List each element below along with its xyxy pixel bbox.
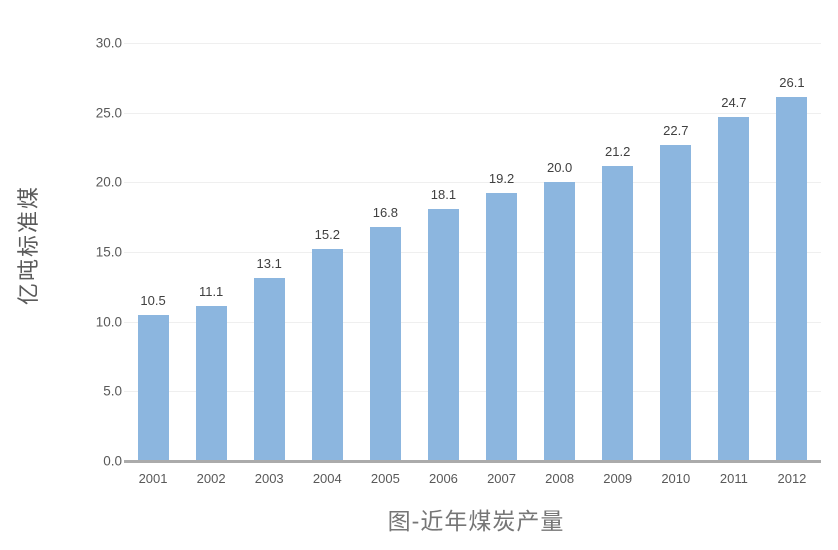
x-tick-label-2007: 2007 [487, 471, 516, 486]
bar-value-label-2007: 19.2 [488, 171, 515, 187]
gridline-5.0 [124, 391, 821, 393]
gridline-10.0 [124, 321, 821, 323]
bar-value-label-2009: 21.2 [605, 143, 631, 159]
bar-2002 [195, 306, 227, 461]
bar-value-label-2011: 24.7 [721, 94, 747, 110]
gridline-25.0 [124, 112, 821, 114]
x-tick-label-2003: 2003 [254, 471, 284, 486]
y-tick-label-5.0: 5.0 [103, 383, 122, 399]
bar-2010 [660, 144, 692, 461]
bar-2006 [427, 208, 459, 461]
x-tick-label-2005: 2005 [370, 471, 400, 486]
bar-value-label-2008: 20.0 [546, 160, 573, 176]
bar-2005 [369, 226, 401, 461]
bar-value-label-2006: 18.1 [430, 186, 457, 202]
x-tick-label-2001: 2001 [138, 471, 168, 486]
y-tick-label-20.0: 20.0 [95, 174, 122, 190]
bar-value-label-2005: 16.8 [372, 204, 399, 220]
bar-value-label-2012: 26.1 [779, 75, 805, 91]
bar-2011 [718, 116, 750, 461]
bar-value-label-2001: 10.5 [140, 292, 166, 308]
gridline-15.0 [124, 252, 821, 253]
bar-value-label-2010: 22.7 [663, 122, 689, 138]
x-tick-label-2010: 2010 [661, 471, 691, 486]
x-tick-label-2002: 2002 [196, 471, 226, 486]
bar-2004 [311, 249, 343, 461]
y-tick-label-25.0: 25.0 [95, 105, 122, 121]
y-tick-label-0.0: 0.0 [103, 453, 122, 469]
bar-2008 [544, 182, 576, 461]
y-tick-label-15.0: 15.0 [95, 244, 122, 260]
bar-2012 [776, 97, 808, 461]
x-axis-line [124, 460, 821, 463]
bar-2001 [137, 314, 169, 461]
x-tick-label-2011: 2011 [719, 471, 748, 486]
bar-value-label-2004: 15.2 [314, 227, 340, 243]
chart-title: 图-近年煤炭产量 [387, 508, 565, 534]
y-axis-title: 亿吨标准煤 [16, 184, 41, 306]
gridline-20.0 [124, 182, 821, 184]
bar-2007 [486, 193, 518, 461]
gridline-30.0 [124, 43, 821, 44]
bar-value-label-2002: 11.1 [198, 284, 224, 300]
x-tick-label-2004: 2004 [312, 471, 342, 486]
x-tick-label-2006: 2006 [428, 471, 458, 486]
x-tick-label-2008: 2008 [545, 471, 575, 486]
bar-value-label-2003: 13.1 [256, 256, 282, 272]
bar-2009 [602, 165, 634, 461]
x-tick-label-2009: 2009 [603, 471, 633, 486]
x-tick-label-2012: 2012 [777, 471, 807, 486]
y-tick-label-30.0: 30.0 [95, 35, 122, 51]
bar-2003 [253, 278, 285, 461]
y-tick-label-10.0: 10.0 [95, 314, 122, 330]
